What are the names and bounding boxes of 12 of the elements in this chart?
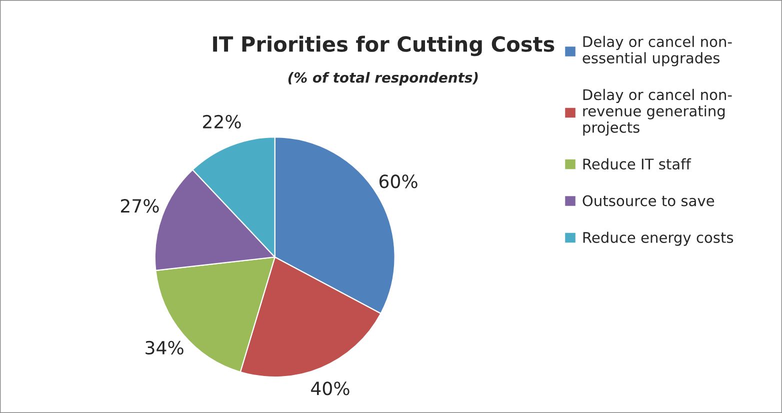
data-label: 40% [311,382,350,396]
chart-title: IT Priorities for Cutting Costs [213,36,554,56]
legend-label: Reduce energy costs [583,232,734,246]
data-label: 34% [146,340,184,355]
data-label: 60% [380,174,418,188]
legend-label: Delay or cancel non- revenue generating projects [583,88,732,136]
data-label: 27% [120,199,159,213]
data-label: 22% [203,114,241,129]
legend-label: Outsource to save [582,195,714,206]
legend-label: Reduce IT staff [583,158,692,170]
legend-label: Delay or cancel non- essential upgrades [582,36,732,66]
text: (% of total respondents) [288,72,478,86]
